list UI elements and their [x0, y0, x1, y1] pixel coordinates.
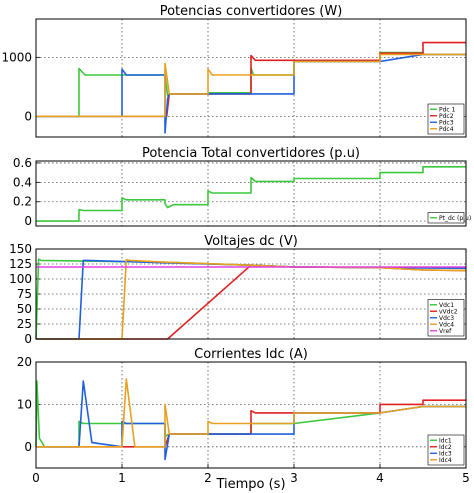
x-tick-label: 1	[118, 471, 126, 485]
y-tick-label: 75	[17, 287, 32, 301]
legend-entry: Pdc4	[439, 126, 454, 133]
plot-area	[36, 249, 466, 339]
legend-entry: Vdc4	[439, 321, 454, 328]
y-tick-label: 10	[17, 397, 32, 411]
legend-box	[427, 212, 465, 224]
plot-frame	[35, 18, 467, 138]
plot-frame	[35, 248, 467, 340]
y-tick-label: 0	[24, 109, 32, 123]
panel-title: Corrientes Idc (A)	[194, 347, 308, 362]
panel-title: Voltajes dc (V)	[204, 234, 298, 249]
legend-entry: Pdc2	[439, 113, 454, 120]
legend-entry: Vref	[439, 328, 452, 335]
plot-frame	[35, 361, 467, 469]
y-tick-label: 0.4	[13, 175, 32, 189]
panel-corrientes-idc: Corrientes Idc (A) 01020Idc1Idc2Idc3Idc4…	[17, 347, 470, 485]
x-tick-label: 4	[376, 471, 384, 485]
x-tick-label: 5	[462, 471, 470, 485]
x-tick-label: 2	[204, 471, 212, 485]
x-axis-label: Tiempo (s)	[215, 477, 285, 492]
series-line-4	[36, 53, 466, 118]
panel-title: Potencias convertidores (W)	[160, 4, 343, 19]
y-tick-label: 125	[9, 257, 32, 271]
legend-entry: Idc3	[439, 450, 452, 457]
legend-entry: Pdc 1	[439, 106, 456, 113]
legend-entry: Idc2	[439, 444, 452, 451]
y-tick-label: 1000	[1, 50, 32, 64]
legend-entry: Vdc3	[439, 315, 454, 322]
panel-title: Potencia Total convertidores (p.u)	[142, 146, 360, 161]
legend: Pt_dc (p.u)	[427, 212, 471, 224]
y-tick-label: 50	[17, 302, 32, 316]
legend-entry: Pdc3	[439, 119, 454, 126]
y-tick-label: 0	[24, 440, 32, 454]
y-tick-label: 0.6	[13, 156, 32, 170]
legend-entry: Idc1	[439, 437, 452, 444]
plot-frame	[35, 160, 467, 227]
y-tick-label: 20	[17, 355, 32, 369]
y-tick-label: 0.2	[13, 195, 32, 209]
series-line-4	[36, 378, 466, 448]
legend-entry: Idc4	[439, 457, 452, 464]
series-line-4	[36, 258, 467, 340]
y-tick-label: 0	[24, 332, 32, 346]
series-line-1	[36, 166, 466, 222]
y-tick-label: 150	[9, 242, 32, 256]
x-tick-label: 0	[32, 471, 40, 485]
x-tick-label: 3	[290, 471, 298, 485]
y-tick-label: 25	[17, 317, 32, 331]
legend-entry: Pt_dc (p.u)	[439, 215, 471, 222]
y-tick-label: 0	[24, 214, 32, 228]
panel-potencia-total: Potencia Total convertidores (p.u) 0 0.2 0…	[13, 146, 471, 228]
legend-entry: Vdc1	[439, 302, 454, 309]
legend-entry: vVdc2	[439, 308, 458, 315]
y-tick-label: 100	[9, 272, 32, 286]
